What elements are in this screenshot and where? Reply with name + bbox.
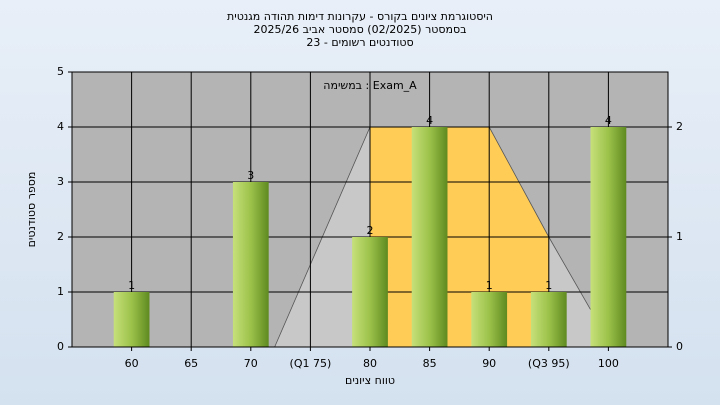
y-axis-title: מספר סטודנטים	[25, 172, 38, 248]
y-tick-label: 2	[57, 230, 64, 243]
bar	[471, 292, 508, 347]
x-tick-label: 60	[125, 357, 139, 370]
chart-subtitle: בסמסטר (02/2025) סמסטר אביב 2025/26	[253, 23, 466, 36]
y-tick-label: 1	[57, 285, 64, 298]
plot-frame	[71, 71, 669, 348]
x-tick-label: 100	[598, 357, 619, 370]
bar-label: 1	[545, 279, 552, 292]
x-tick-label: 80	[363, 357, 377, 370]
x-tick-label: 65	[184, 357, 198, 370]
x-tick-label: (Q1 75)	[290, 357, 332, 370]
y-tick-label: 3	[57, 175, 64, 188]
bar-label: 4	[426, 114, 433, 127]
y2-tick-label: 2	[676, 120, 683, 133]
bar	[113, 292, 150, 347]
x-tick-label: 90	[482, 357, 496, 370]
chart-title: היסטוגרמת ציונים בקורס - עקרונות דימות ת…	[227, 10, 493, 23]
x-axis-title: טווח ציונים	[345, 374, 395, 387]
bar	[232, 182, 269, 347]
y2-tick-label: 1	[676, 230, 683, 243]
x-tick-label: 85	[423, 357, 437, 370]
bar-label: 4	[605, 114, 612, 127]
bar	[530, 292, 567, 347]
y-tick-label: 0	[57, 340, 64, 353]
chart-subtitle: סטודנטים רשומים - 23	[306, 36, 413, 49]
y-tick-label: 4	[57, 120, 64, 133]
bar-label: 1	[486, 279, 493, 292]
bar	[352, 237, 388, 347]
x-tick-label: 70	[244, 357, 258, 370]
x-tick-label: (Q3 95)	[528, 357, 570, 370]
bar	[590, 127, 627, 347]
bar	[411, 127, 448, 347]
y-tick-label: 5	[57, 65, 64, 78]
bar-label: 1	[128, 279, 135, 292]
annotation: במשימה : Exam_A	[323, 79, 417, 92]
y2-tick-label: 0	[676, 340, 683, 353]
bar-label: 3	[247, 169, 254, 182]
bar-label: 2	[367, 224, 374, 237]
